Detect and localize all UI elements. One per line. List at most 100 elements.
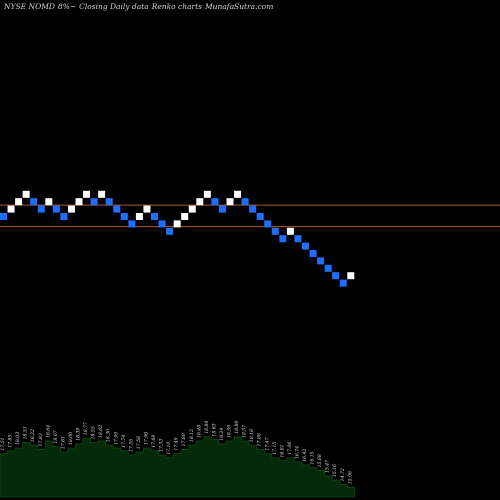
renko-brick-18 bbox=[135, 213, 143, 220]
volume-label-36: 17.15 bbox=[272, 442, 278, 455]
renko-brick-36 bbox=[271, 227, 279, 235]
renko-brick-38 bbox=[286, 227, 294, 235]
volume-label-7: 18.07 bbox=[53, 430, 59, 443]
renko-brick-40 bbox=[302, 242, 309, 250]
renko-brick-23 bbox=[173, 220, 181, 228]
volume-label-39: 16.74 bbox=[294, 446, 300, 459]
volume-label-37: 16.81 bbox=[279, 444, 285, 457]
renko-brick-41 bbox=[309, 250, 317, 257]
renko-brick-37 bbox=[279, 235, 287, 243]
renko-brick-17 bbox=[128, 220, 136, 228]
volume-label-3: 18.51 bbox=[23, 426, 29, 439]
reference-lines bbox=[0, 204, 500, 228]
volume-label-9: 18.00 bbox=[68, 432, 74, 445]
volume-label-0: 17.51 bbox=[0, 437, 6, 450]
volume-label-38: 17.06 bbox=[287, 442, 293, 455]
renko-brick-30 bbox=[226, 198, 234, 206]
renko-brick-15 bbox=[113, 205, 121, 213]
volume-label-46: 15.06 bbox=[347, 471, 353, 484]
renko-brick-35 bbox=[264, 220, 272, 228]
renko-brick-8 bbox=[60, 213, 68, 220]
volume-label-1: 17.85 bbox=[8, 435, 14, 448]
renko-brick-34 bbox=[256, 213, 264, 220]
volume-label-12: 18.55 bbox=[91, 426, 97, 439]
volume-label-25: 18.12 bbox=[189, 429, 195, 442]
renko-brick-26 bbox=[196, 198, 204, 206]
renko-brick-46 bbox=[347, 272, 355, 280]
volume-label-42: 15.88 bbox=[317, 454, 323, 467]
description-label: Closing Daily data bbox=[79, 2, 149, 11]
volume-label-22: 17.10 bbox=[166, 442, 172, 455]
renko-brick-7 bbox=[52, 205, 60, 213]
volume-label-4: 18.22 bbox=[30, 429, 36, 442]
renko-brick-3 bbox=[22, 190, 30, 198]
renko-brick-19 bbox=[143, 205, 151, 213]
volume-label-2: 18.03 bbox=[15, 432, 21, 445]
renko-brick-31 bbox=[234, 190, 242, 198]
renko-brick-2 bbox=[15, 198, 23, 206]
site-label: MunafaSutra.com bbox=[205, 2, 274, 11]
volume-label-18: 17.58 bbox=[136, 436, 142, 449]
ticker-label: NYSE NOMD bbox=[4, 2, 55, 11]
renko-brick-27 bbox=[203, 190, 211, 198]
volume-label-11: 18.77 bbox=[83, 422, 89, 435]
volume-label-41: 16.15 bbox=[310, 451, 316, 464]
volume-label-40: 16.42 bbox=[302, 449, 308, 462]
volume-label-32: 18.57 bbox=[242, 425, 248, 438]
renko-brick-33 bbox=[249, 205, 257, 213]
renko-brick-22 bbox=[166, 227, 174, 235]
volume-label-34: 17.86 bbox=[257, 433, 263, 446]
volume-label-17: 17.35 bbox=[128, 439, 134, 452]
volume-label-10: 18.39 bbox=[76, 428, 82, 441]
renko-brick-0 bbox=[0, 213, 7, 220]
volume-label-33: 18.18 bbox=[249, 429, 255, 442]
volume-label-20: 17.69 bbox=[151, 435, 157, 448]
volume-label-21: 17.33 bbox=[159, 439, 165, 452]
renko-brick-43 bbox=[324, 264, 332, 272]
volume-area bbox=[0, 436, 356, 498]
renko-brick-42 bbox=[317, 257, 325, 265]
renko-brick-1 bbox=[7, 205, 15, 213]
volume-label-14: 18.30 bbox=[106, 429, 112, 442]
renko-brick-4 bbox=[30, 198, 38, 206]
renko-brick-6 bbox=[45, 198, 53, 206]
renko-brick-24 bbox=[181, 213, 189, 220]
volume-label-19: 17.96 bbox=[143, 432, 149, 445]
renko-brick-16 bbox=[120, 213, 128, 220]
volume-label-6: 18.64 bbox=[45, 425, 51, 438]
change-label: 8%~ bbox=[57, 2, 77, 11]
volume-label-13: 18.62 bbox=[98, 425, 104, 438]
renko-brick-13 bbox=[98, 190, 106, 198]
volume-label-23: 17.49 bbox=[174, 437, 180, 450]
renko-brick-45 bbox=[339, 279, 347, 287]
renko-brick-11 bbox=[83, 190, 91, 198]
volume-label-26: 18.48 bbox=[196, 425, 202, 438]
chart-kind-label: Renko charts bbox=[151, 2, 202, 11]
renko-brick-25 bbox=[188, 205, 196, 213]
volume-label-8: 17.61 bbox=[60, 436, 66, 449]
renko-brick-10 bbox=[75, 198, 83, 206]
volume-label-27: 18.84 bbox=[204, 421, 210, 434]
renko-brick-20 bbox=[151, 213, 158, 220]
renko-brick-9 bbox=[67, 205, 75, 213]
renko-brick-44 bbox=[332, 272, 340, 280]
volume-label-16: 17.74 bbox=[121, 435, 127, 448]
volume-label-35: 17.47 bbox=[264, 437, 270, 450]
renko-brick-32 bbox=[241, 198, 249, 206]
renko-brick-29 bbox=[218, 205, 226, 213]
chart-header: NYSE NOMD 8%~ Closing Daily data Renko char… bbox=[4, 2, 276, 11]
volume-label-31: 18.89 bbox=[234, 421, 240, 434]
renko-brick-21 bbox=[158, 220, 166, 228]
renko-brick-5 bbox=[37, 205, 45, 213]
volume-label-15: 17.99 bbox=[113, 432, 119, 445]
volume-label-45: 14.72 bbox=[340, 468, 346, 481]
renko-brick-28 bbox=[211, 198, 219, 206]
volume-label-28: 18.63 bbox=[211, 423, 217, 436]
renko-brick-14 bbox=[105, 198, 113, 206]
volume-label-44: 15.16 bbox=[332, 464, 338, 477]
volume-label-24: 17.80 bbox=[181, 433, 187, 446]
renko-bricks bbox=[0, 190, 355, 287]
renko-brick-12 bbox=[90, 198, 98, 206]
